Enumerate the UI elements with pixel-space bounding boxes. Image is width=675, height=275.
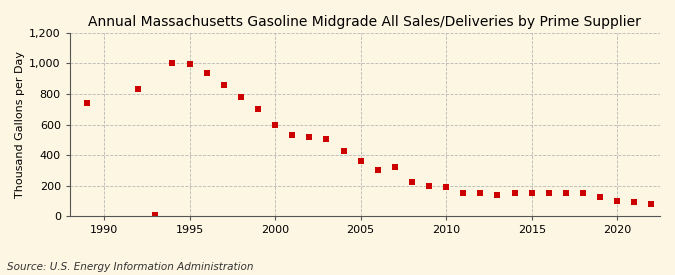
- Y-axis label: Thousand Gallons per Day: Thousand Gallons per Day: [15, 51, 25, 198]
- Title: Annual Massachusetts Gasoline Midgrade All Sales/Deliveries by Prime Supplier: Annual Massachusetts Gasoline Midgrade A…: [88, 15, 641, 29]
- Text: Source: U.S. Energy Information Administration: Source: U.S. Energy Information Administ…: [7, 262, 253, 272]
